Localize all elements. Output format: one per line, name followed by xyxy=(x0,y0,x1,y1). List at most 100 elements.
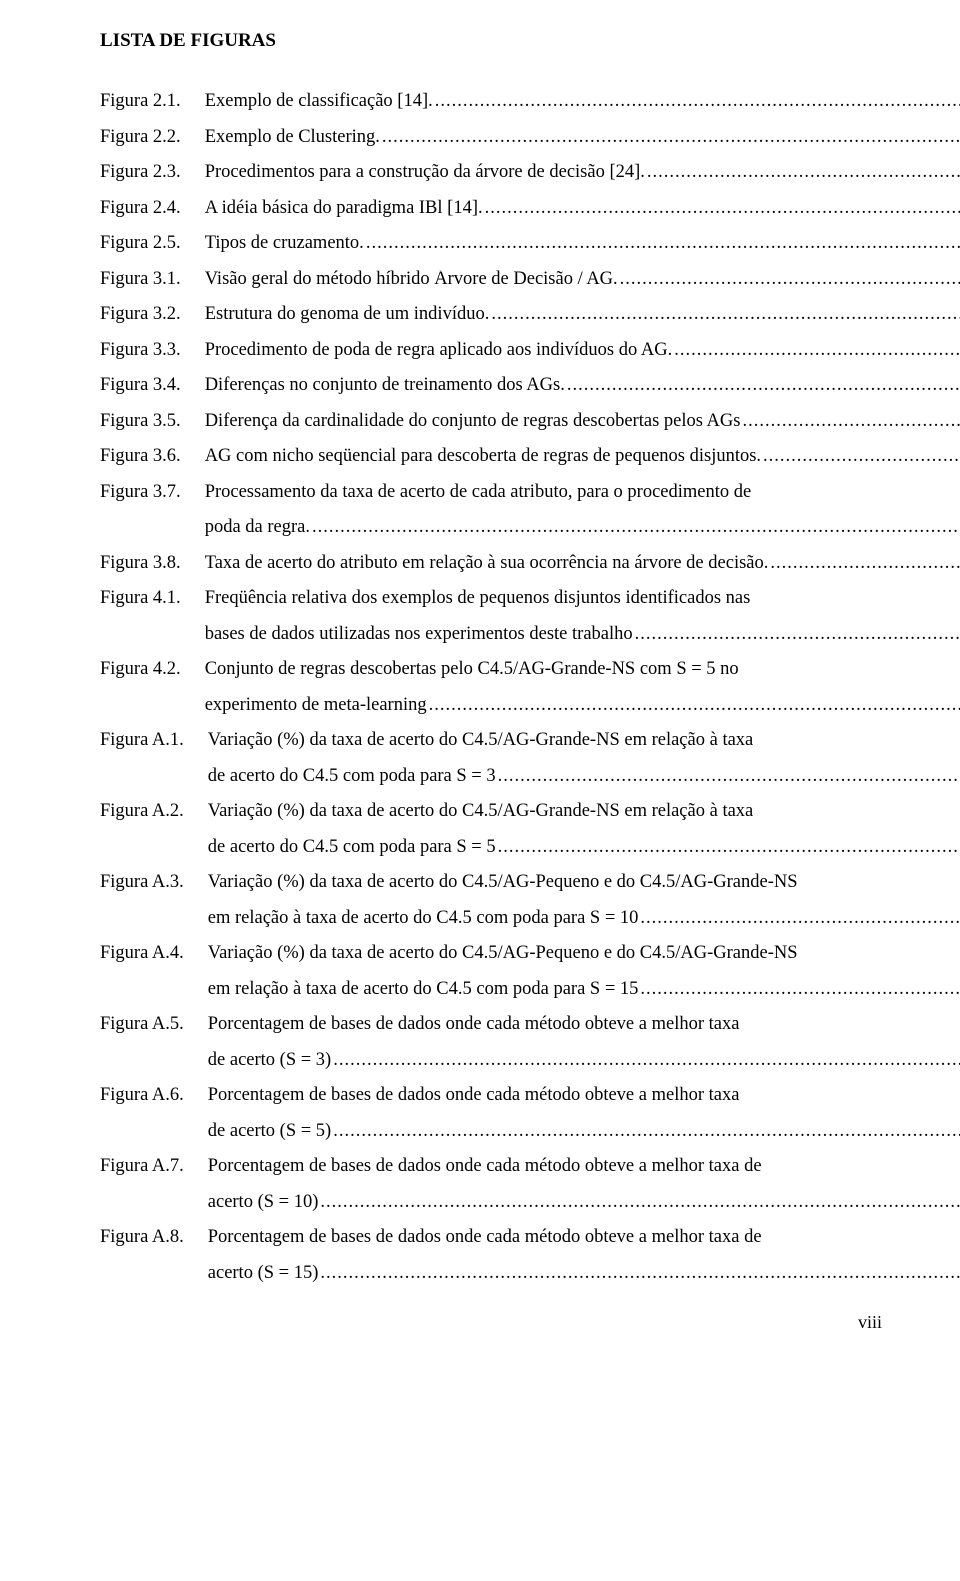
figure-entry: Figura 2.2.Exemplo de Clustering........… xyxy=(100,128,882,147)
figure-entry: Figura A.8.Porcentagem de bases de dados… xyxy=(100,1228,882,1282)
leader-dots: ........................................… xyxy=(483,199,960,218)
leader-dots: ........................................… xyxy=(496,767,960,786)
figure-line: Estrutura do genoma de um indivíduo. ...… xyxy=(205,305,960,324)
figure-line: Porcentagem de bases de dados onde cada … xyxy=(208,1015,960,1051)
figure-label: Figura 3.7. xyxy=(100,483,205,502)
figure-label: Figura 3.8. xyxy=(100,554,205,573)
figure-line: bases de dados utilizadas nos experiment… xyxy=(205,625,960,644)
figure-text: de acerto do C4.5 com poda para S = 5 xyxy=(208,838,496,857)
figure-label: Figura 2.5. xyxy=(100,234,205,253)
figure-entry: Figura 4.2.Conjunto de regras descoberta… xyxy=(100,660,882,714)
figure-text: Variação (%) da taxa de acerto do C4.5/A… xyxy=(208,873,798,909)
leader-dots: ........................................… xyxy=(618,270,960,289)
figure-label: Figura A.2. xyxy=(100,802,208,821)
figure-entry: Figura A.3.Variação (%) da taxa de acert… xyxy=(100,873,882,927)
leader-dots: ........................................… xyxy=(331,1051,960,1070)
figure-line: em relação à taxa de acerto do C4.5 com … xyxy=(208,980,960,999)
figure-line: experimento de meta-learning ...........… xyxy=(205,696,960,715)
figure-entry: Figura 3.7.Processamento da taxa de acer… xyxy=(100,483,882,537)
figure-description: Diferenças no conjunto de treinamento do… xyxy=(205,376,960,395)
figure-line: Diferença da cardinalidade do conjunto d… xyxy=(205,412,960,431)
leader-dots: ........................................… xyxy=(638,909,960,928)
figure-line: de acerto (S = 3).......................… xyxy=(208,1051,960,1070)
figure-description: Exemplo de classificação [14]...........… xyxy=(205,92,960,111)
figure-entry: Figura A.2.Variação (%) da taxa de acert… xyxy=(100,802,882,856)
figure-text: Processamento da taxa de acerto de cada … xyxy=(205,483,752,519)
figure-text: acerto (S = 15) xyxy=(208,1264,319,1283)
figure-description: Freqüência relativa dos exemplos de pequ… xyxy=(205,589,960,643)
figure-label: Figura A.4. xyxy=(100,944,208,963)
figure-line: A idéia básica do paradigma IBl [14]....… xyxy=(205,199,960,218)
figure-text: Taxa de acerto do atributo em relação à … xyxy=(205,554,769,573)
leader-dots: ........................................… xyxy=(761,447,960,466)
figure-text: Visão geral do método híbrido Árvore de … xyxy=(205,270,618,289)
figure-list: Figura 2.1.Exemplo de classificação [14]… xyxy=(100,92,882,1282)
figure-label: Figura 3.6. xyxy=(100,447,205,466)
figure-description: Conjunto de regras descobertas pelo C4.5… xyxy=(205,660,960,714)
figure-label: Figura A.6. xyxy=(100,1086,208,1105)
figure-description: Procedimento de poda de regra aplicado a… xyxy=(205,341,960,360)
figure-entry: Figura 3.6.AG com nicho seqüencial para … xyxy=(100,447,882,466)
figure-line: acerto (S = 15).........................… xyxy=(208,1264,960,1283)
leader-dots: ........................................… xyxy=(310,518,960,537)
figure-label: Figura A.8. xyxy=(100,1228,208,1247)
figure-line: Procedimento de poda de regra aplicado a… xyxy=(205,341,960,360)
figure-line: Porcentagem de bases de dados onde cada … xyxy=(208,1157,960,1193)
figure-text: A idéia básica do paradigma IBl [14]. xyxy=(205,199,483,218)
figure-line: Exemplo de classificação [14]...........… xyxy=(205,92,960,111)
figure-label: Figura 3.5. xyxy=(100,412,205,431)
figure-entry: Figura 2.4.A idéia básica do paradigma I… xyxy=(100,199,882,218)
figure-description: Taxa de acerto do atributo em relação à … xyxy=(205,554,960,573)
figure-label: Figura A.3. xyxy=(100,873,208,892)
leader-dots: ........................................… xyxy=(672,341,960,360)
figure-text: Freqüência relativa dos exemplos de pequ… xyxy=(205,589,751,625)
page-title: LISTA DE FIGURAS xyxy=(100,30,882,52)
figure-line: Variação (%) da taxa de acerto do C4.5/A… xyxy=(208,944,960,980)
leader-dots: ........................................… xyxy=(380,128,960,147)
figure-entry: Figura 2.3.Procedimentos para a construç… xyxy=(100,163,882,182)
figure-text: Estrutura do genoma de um indivíduo. xyxy=(205,305,490,324)
figure-label: Figura 4.1. xyxy=(100,589,205,608)
figure-entry: Figura 2.5.Tipos de cruzamento..........… xyxy=(100,234,882,253)
figure-description: Estrutura do genoma de um indivíduo. ...… xyxy=(205,305,960,324)
figure-text: bases de dados utilizadas nos experiment… xyxy=(205,625,633,644)
figure-label: Figura 3.4. xyxy=(100,376,205,395)
leader-dots: ........................................… xyxy=(318,1193,960,1212)
figure-text: Diferenças no conjunto de treinamento do… xyxy=(205,376,565,395)
figure-line: Conjunto de regras descobertas pelo C4.5… xyxy=(205,660,960,696)
leader-dots: ........................................… xyxy=(638,980,960,999)
figure-label: Figura 2.4. xyxy=(100,199,205,218)
figure-line: de acerto (S = 5).......................… xyxy=(208,1122,960,1141)
figure-line: Visão geral do método híbrido Árvore de … xyxy=(205,270,960,289)
figure-description: Tipos de cruzamento.....................… xyxy=(205,234,960,253)
figure-entry: Figura A.6.Porcentagem de bases de dados… xyxy=(100,1086,882,1140)
figure-text: Conjunto de regras descobertas pelo C4.5… xyxy=(205,660,739,696)
figure-entry: Figura 3.5.Diferença da cardinalidade do… xyxy=(100,412,882,431)
figure-entry: Figura A.5.Porcentagem de bases de dados… xyxy=(100,1015,882,1069)
figure-text: em relação à taxa de acerto do C4.5 com … xyxy=(208,980,639,999)
figure-line: Variação (%) da taxa de acerto do C4.5/A… xyxy=(208,873,960,909)
figure-line: Porcentagem de bases de dados onde cada … xyxy=(208,1228,960,1264)
figure-text: Porcentagem de bases de dados onde cada … xyxy=(208,1157,762,1193)
figure-label: Figura 3.2. xyxy=(100,305,205,324)
figure-line: Tipos de cruzamento.....................… xyxy=(205,234,960,253)
figure-entry: Figura A.1.Variação (%) da taxa de acert… xyxy=(100,731,882,785)
figure-label: Figura 3.1. xyxy=(100,270,205,289)
leader-dots: ........................................… xyxy=(427,696,960,715)
figure-text: de acerto (S = 3) xyxy=(208,1051,331,1070)
figure-label: Figura 2.2. xyxy=(100,128,205,147)
figure-label: Figura A.5. xyxy=(100,1015,208,1034)
figure-description: Porcentagem de bases de dados onde cada … xyxy=(208,1228,960,1282)
figure-text: de acerto (S = 5) xyxy=(208,1122,331,1141)
figure-description: Porcentagem de bases de dados onde cada … xyxy=(208,1015,960,1069)
figure-text: poda da regra. xyxy=(205,518,310,537)
figure-text: experimento de meta-learning xyxy=(205,696,427,715)
figure-text: acerto (S = 10) xyxy=(208,1193,319,1212)
figure-label: Figura 4.2. xyxy=(100,660,205,679)
page-number-footer: viii xyxy=(100,1312,882,1333)
figure-line: acerto (S = 10).........................… xyxy=(208,1193,960,1212)
leader-dots: ........................................… xyxy=(740,412,960,431)
figure-entry: Figura 3.1.Visão geral do método híbrido… xyxy=(100,270,882,289)
figure-text: em relação à taxa de acerto do C4.5 com … xyxy=(208,909,639,928)
figure-entry: Figura 2.1.Exemplo de classificação [14]… xyxy=(100,92,882,111)
